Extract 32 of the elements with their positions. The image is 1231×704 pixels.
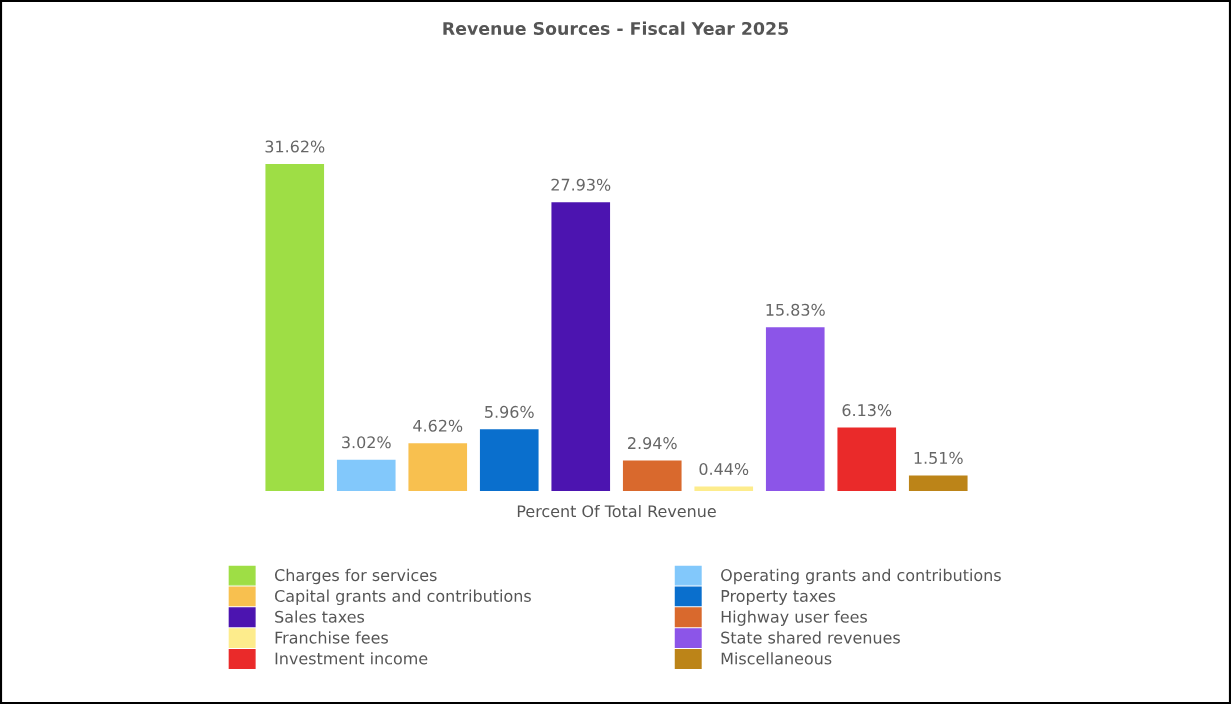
legend-label: Franchise fees: [275, 631, 388, 644]
data-label: 3.02%: [342, 436, 391, 449]
data-label: 27.93%: [551, 178, 611, 191]
data-label: 1.51%: [914, 451, 963, 464]
data-label: 0.44%: [699, 462, 749, 476]
legend-label: Miscellaneous: [721, 652, 832, 665]
data-label: 2.94%: [628, 437, 677, 450]
chart-title: Revenue Sources - Fiscal Year 2025: [443, 21, 788, 36]
bar: [479, 429, 539, 491]
legend-label: Capital grants and contributions: [274, 589, 531, 606]
legend-label: Highway user fees: [721, 610, 867, 626]
bar: [908, 475, 968, 491]
legend-label: Investment income: [275, 652, 428, 665]
legend-label: Property taxes: [721, 590, 836, 606]
bar: [265, 164, 325, 491]
legend-label: Operating grants and contributions: [721, 568, 1001, 585]
data-label: 4.62%: [413, 419, 463, 432]
bar: [694, 486, 754, 491]
bar: [622, 460, 682, 491]
bar: [408, 443, 468, 491]
data-label: 5.96%: [485, 405, 534, 418]
legend-label: Sales taxes: [275, 610, 365, 623]
data-label: 6.13%: [842, 404, 892, 417]
legend-label: State shared revenues: [721, 631, 900, 644]
data-label: 15.83%: [766, 303, 825, 316]
bar: [837, 427, 897, 491]
bar: [336, 459, 396, 491]
bar: [551, 202, 611, 491]
x-axis-title: Percent Of Total Revenue: [517, 504, 716, 518]
data-label: 31.62%: [265, 140, 325, 153]
bar: [765, 327, 825, 491]
legend-label: Charges for services: [274, 568, 437, 585]
